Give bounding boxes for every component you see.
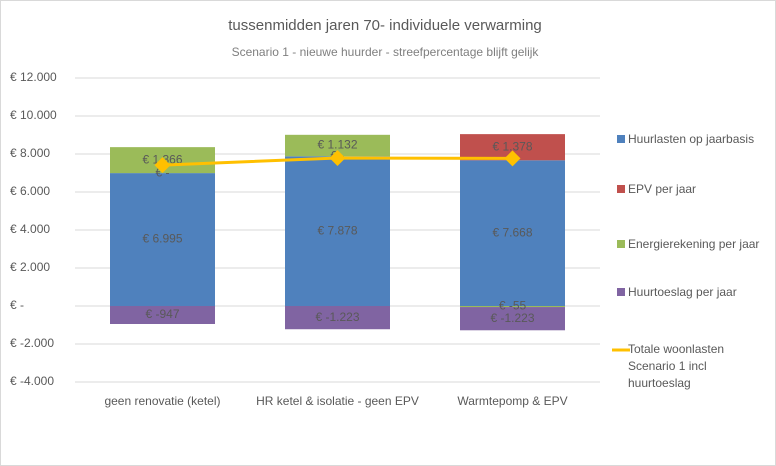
bar-segment: [460, 160, 565, 306]
y-tick-label: € 4.000: [10, 222, 50, 236]
data-label: € 7.878: [317, 223, 357, 237]
legend-label: Huurlasten op jaarbasis: [628, 132, 755, 146]
y-tick-label: € -: [10, 298, 24, 312]
bar-segment: [460, 306, 565, 308]
bar-segment: [285, 156, 390, 306]
legend-swatch: [617, 135, 625, 143]
data-label: € -1.223: [490, 311, 534, 325]
data-label: € 6.995: [142, 232, 182, 246]
legend-label: Huurtoeslag per jaar: [628, 285, 737, 299]
line-marker: [329, 150, 346, 167]
x-tick-label: geen renovatie (ketel): [104, 394, 220, 408]
chart-title: tussenmidden jaren 70- individuele verwa…: [228, 17, 542, 34]
legend-swatch: [617, 185, 625, 193]
bar-segment: [110, 173, 215, 306]
legend-swatch: [617, 240, 625, 248]
data-label: € -55: [499, 299, 527, 313]
bar-segment: [285, 306, 390, 330]
y-tick-label: € 2.000: [10, 260, 50, 274]
y-tick-label: € 6.000: [10, 184, 50, 198]
y-tick-label: € 12.000: [10, 70, 57, 84]
data-label: € -1.223: [315, 310, 359, 324]
x-tick-label: HR ketel & isolatie - geen EPV: [256, 394, 419, 408]
chart-subtitle: Scenario 1 - nieuwe huurder - streefperc…: [232, 45, 540, 59]
legend-label: Energierekening per jaar: [628, 237, 760, 251]
y-tick-label: € 8.000: [10, 146, 50, 160]
line-marker: [504, 150, 521, 167]
data-label: € 7.668: [492, 225, 532, 239]
data-label: € 1.378: [492, 139, 532, 153]
y-tick-label: € -2.000: [10, 336, 54, 350]
bar-segment: [460, 307, 565, 331]
data-label: € 1.132: [317, 138, 357, 152]
bar-segment: [110, 306, 215, 324]
x-tick-label: Warmtepomp & EPV: [457, 394, 567, 408]
bar-segment: [285, 134, 390, 157]
line-marker: [154, 157, 171, 174]
legend-swatch: [617, 288, 625, 296]
legend-label: Totale woonlasten Scenario 1 incl huurto…: [628, 342, 725, 390]
y-tick-label: € -4.000: [10, 374, 54, 388]
data-label: € -947: [145, 307, 179, 321]
legend-label: EPV per jaar: [628, 182, 697, 196]
y-tick-label: € 10.000: [10, 108, 57, 122]
